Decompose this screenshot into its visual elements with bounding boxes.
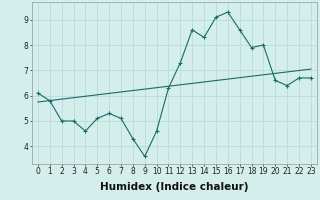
- X-axis label: Humidex (Indice chaleur): Humidex (Indice chaleur): [100, 182, 249, 192]
